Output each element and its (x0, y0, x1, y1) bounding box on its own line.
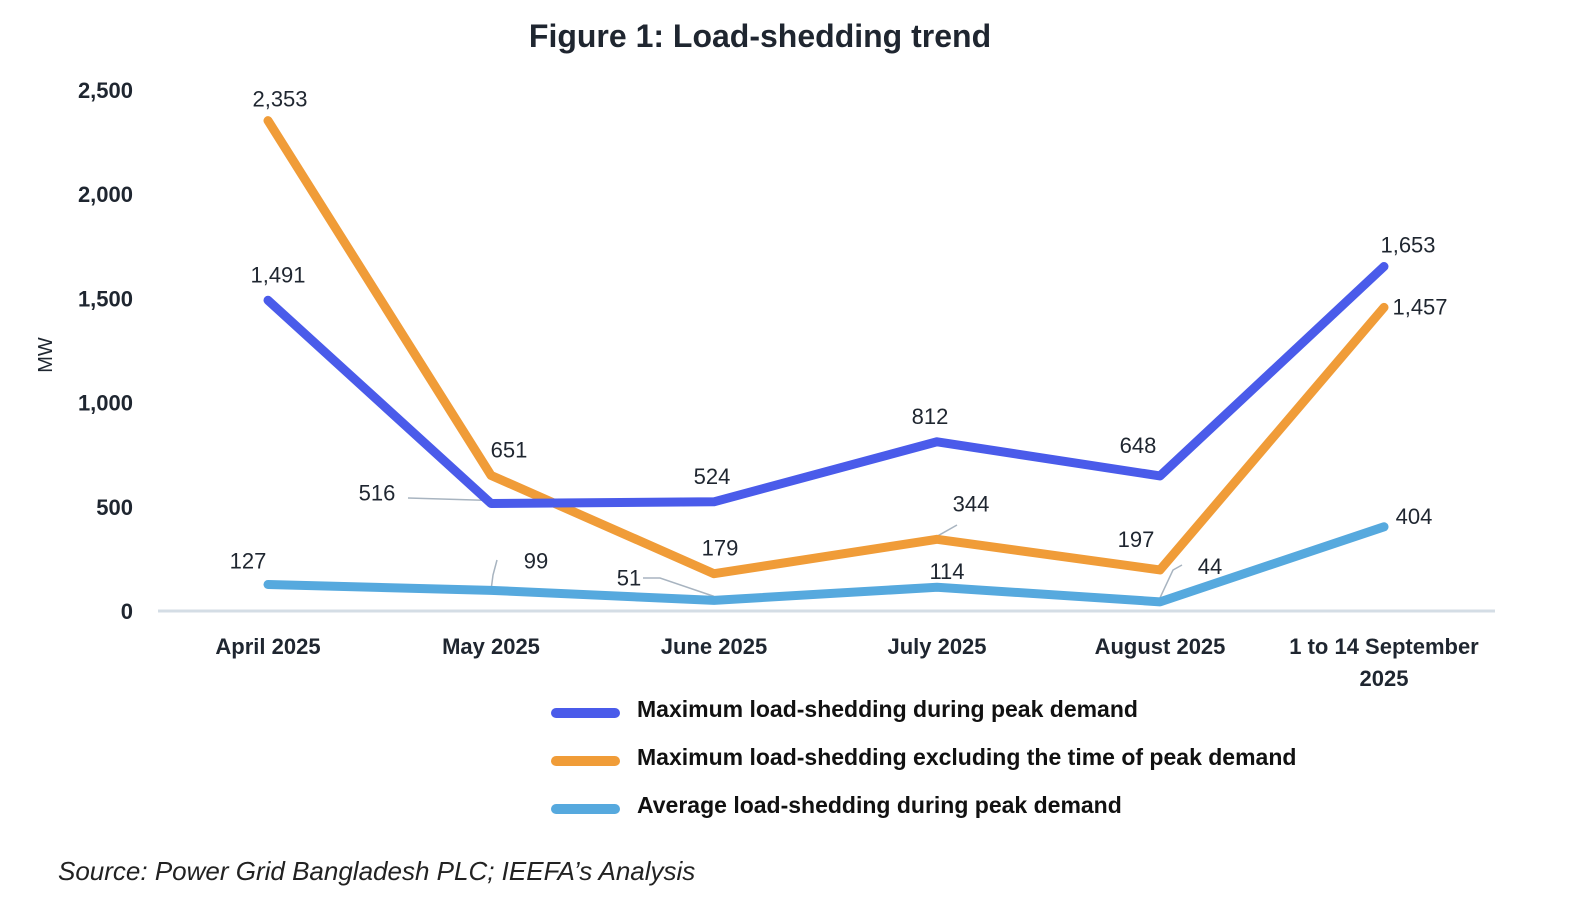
leader-line (407, 497, 492, 502)
x-tick-label: April 2025 (215, 634, 320, 659)
y-tick-label: 1,000 (78, 391, 133, 416)
series-line-3 (263, 522, 1389, 607)
x-tick-label: June 2025 (661, 634, 767, 659)
legend-label: Maximum load-shedding during peak demand (637, 696, 1138, 722)
data-label: 197 (1118, 527, 1155, 552)
data-label: 44 (1198, 554, 1222, 579)
data-label: 516 (359, 480, 396, 505)
y-axis-ticks: 0 500 1,000 1,500 2,000 2,500 (78, 78, 133, 624)
leader-line (1159, 564, 1183, 599)
data-label: 114 (929, 559, 964, 584)
chart-title: Figure 1: Load-shedding trend (529, 18, 991, 54)
x-axis-ticks: April 2025 May 2025 June 2025 July 2025 Augu… (215, 634, 1479, 691)
series-line-1 (263, 262, 1389, 508)
data-label: 344 (953, 491, 990, 516)
series-line-2 (263, 116, 1389, 579)
legend-label: Maximum load-shedding excluding the time… (637, 744, 1296, 770)
data-label: 127 (230, 549, 267, 574)
data-label: 812 (912, 404, 949, 429)
y-tick-label: 500 (96, 495, 133, 520)
y-tick-label: 1,500 (78, 286, 133, 311)
y-axis-label: MW (35, 337, 57, 373)
leader-line (490, 559, 498, 591)
data-label: 648 (1120, 433, 1157, 458)
leader-line (643, 577, 715, 598)
data-labels: 1,491 516 524 812 648 1,653 2,353 651 179 344 197 1… (230, 87, 1448, 591)
data-label: 1,457 (1392, 294, 1447, 319)
data-label: 1,491 (250, 262, 305, 287)
data-label: 179 (702, 536, 739, 561)
source-note: Source: Power Grid Bangladesh PLC; IEEFA… (58, 856, 695, 886)
series-lines (263, 116, 1389, 607)
data-label: 524 (694, 464, 731, 489)
data-label: 404 (1396, 504, 1433, 529)
legend: Maximum load-shedding during peak demand… (551, 696, 1296, 818)
x-tick-label: 1 to 14 September (1289, 634, 1479, 659)
y-tick-label: 2,000 (78, 182, 133, 207)
y-tick-label: 2,500 (78, 78, 133, 103)
x-tick-label: 2025 (1360, 666, 1409, 691)
data-label: 99 (524, 548, 548, 573)
data-label: 51 (617, 565, 641, 590)
legend-label: Average load-shedding during peak demand (637, 792, 1122, 818)
data-label: 2,353 (252, 87, 307, 112)
data-label: 1,653 (1380, 233, 1435, 258)
y-tick-label: 0 (121, 599, 133, 624)
x-tick-label: July 2025 (887, 634, 986, 659)
x-tick-label: May 2025 (442, 634, 540, 659)
x-tick-label: August 2025 (1095, 634, 1226, 659)
leader-line (936, 524, 958, 537)
label-leader-lines (407, 497, 1183, 599)
data-label: 651 (491, 437, 528, 462)
